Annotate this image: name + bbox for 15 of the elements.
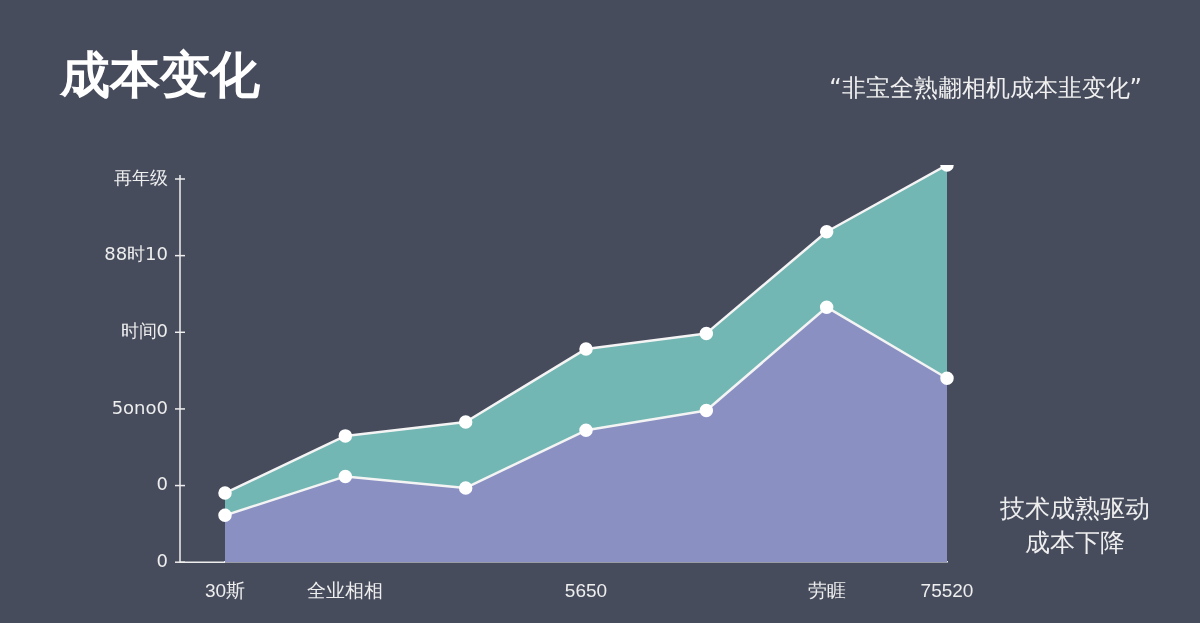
text: 0 [156,473,168,495]
text: 5ono0 [111,396,168,418]
text: 技术成熟驱动 [999,493,1150,523]
text: 成本下降 [1025,527,1125,557]
x-tick-label: 全业相相 [307,579,384,601]
x-tick-label: 劳睚 [807,579,846,601]
text: 0 [156,549,168,571]
chart-subtitle: “非宝全熟䎘相机成本韭变化” [829,73,1142,104]
chart-title: 成本变化 [60,45,260,106]
text: 时间0 [120,319,168,341]
x-tick-label: 75520 [920,579,974,601]
x-tick-label: 5650 [564,579,608,601]
text: 再年级 [114,166,168,188]
x-tick-label: 30斯 [204,579,246,601]
text: 88时10 [104,243,168,265]
